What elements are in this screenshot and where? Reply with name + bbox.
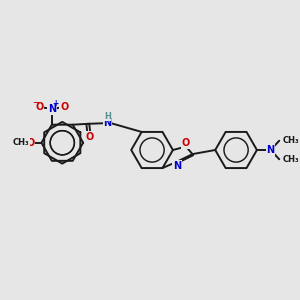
Text: N: N (48, 104, 56, 114)
Text: O: O (85, 132, 93, 142)
Text: CH₃: CH₃ (283, 136, 299, 145)
Text: N: N (103, 118, 112, 128)
Text: N: N (173, 161, 181, 171)
Text: +: + (52, 99, 59, 108)
Text: O: O (26, 138, 34, 148)
Text: H: H (104, 112, 111, 121)
Text: O: O (35, 102, 44, 112)
Text: O: O (60, 102, 68, 112)
Text: O: O (182, 138, 190, 148)
Text: CH₃: CH₃ (13, 138, 29, 147)
Text: −: − (32, 98, 39, 106)
Text: N: N (266, 145, 274, 155)
Text: CH₃: CH₃ (283, 155, 299, 164)
